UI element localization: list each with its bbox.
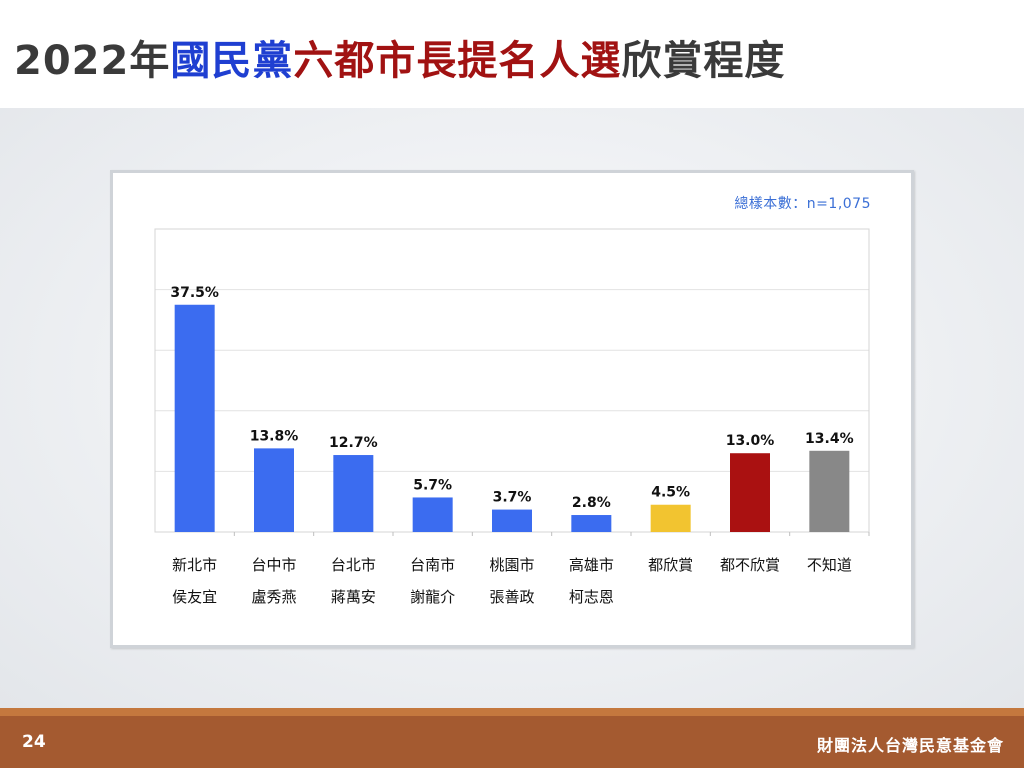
category-label: 台南市: [410, 556, 455, 574]
bar: [809, 450, 850, 532]
page-number: 24: [22, 732, 46, 752]
category-label: 都不欣賞: [720, 556, 780, 574]
category-label: 盧秀燕: [251, 588, 296, 606]
data-label: 12.7%: [329, 435, 378, 451]
bar: [650, 504, 691, 532]
category-label: 謝龍介: [410, 588, 455, 606]
category-label: 台北市: [331, 556, 376, 574]
category-label: 不知道: [807, 556, 852, 574]
bar: [571, 515, 612, 532]
data-label: 13.4%: [805, 431, 854, 447]
data-label: 2.8%: [572, 495, 611, 511]
category-label: 新北市: [172, 556, 217, 574]
data-label: 3.7%: [493, 490, 532, 506]
title-segment: 國民黨: [170, 38, 294, 84]
title-segment: 六都市長提名人選: [293, 38, 622, 84]
category-label: 柯志恩: [569, 588, 614, 606]
category-label: 高雄市: [569, 556, 614, 574]
category-label: 都欣賞: [648, 556, 693, 574]
bar: [730, 453, 770, 532]
category-label: 侯友宜: [172, 588, 217, 606]
data-label: 37.5%: [170, 285, 219, 301]
category-label: 桃園市: [489, 556, 534, 574]
bar: [254, 448, 294, 532]
data-label: 13.8%: [250, 428, 299, 444]
data-label: 5.7%: [413, 477, 452, 493]
category-label: 台中市: [251, 556, 296, 574]
data-label: 13.0%: [726, 433, 775, 449]
bar: [492, 509, 532, 532]
bar: [174, 304, 215, 532]
bar: [333, 455, 374, 532]
category-label: 張善政: [489, 588, 534, 606]
chart-panel: 37.5% 新北市侯友宜 13.8% 台中市盧秀燕 12.7% 台北市蔣萬安 5.7% 台南市…: [110, 170, 914, 648]
data-label: 4.5%: [651, 485, 690, 501]
organization-name: 財團法人台灣民意基金會: [816, 736, 1004, 755]
slide-title: 2022年國民黨六都市長提名人選欣賞程度: [14, 28, 785, 88]
category-label: 蔣萬安: [331, 588, 376, 606]
title-segment: 2022年: [14, 38, 171, 84]
bar: [412, 497, 453, 532]
footer-bar: 24 財團法人台灣民意基金會: [0, 708, 1024, 768]
sample-size-note: 總樣本數：n=1,075: [734, 196, 871, 212]
title-segment: 欣賞程度: [621, 38, 786, 84]
